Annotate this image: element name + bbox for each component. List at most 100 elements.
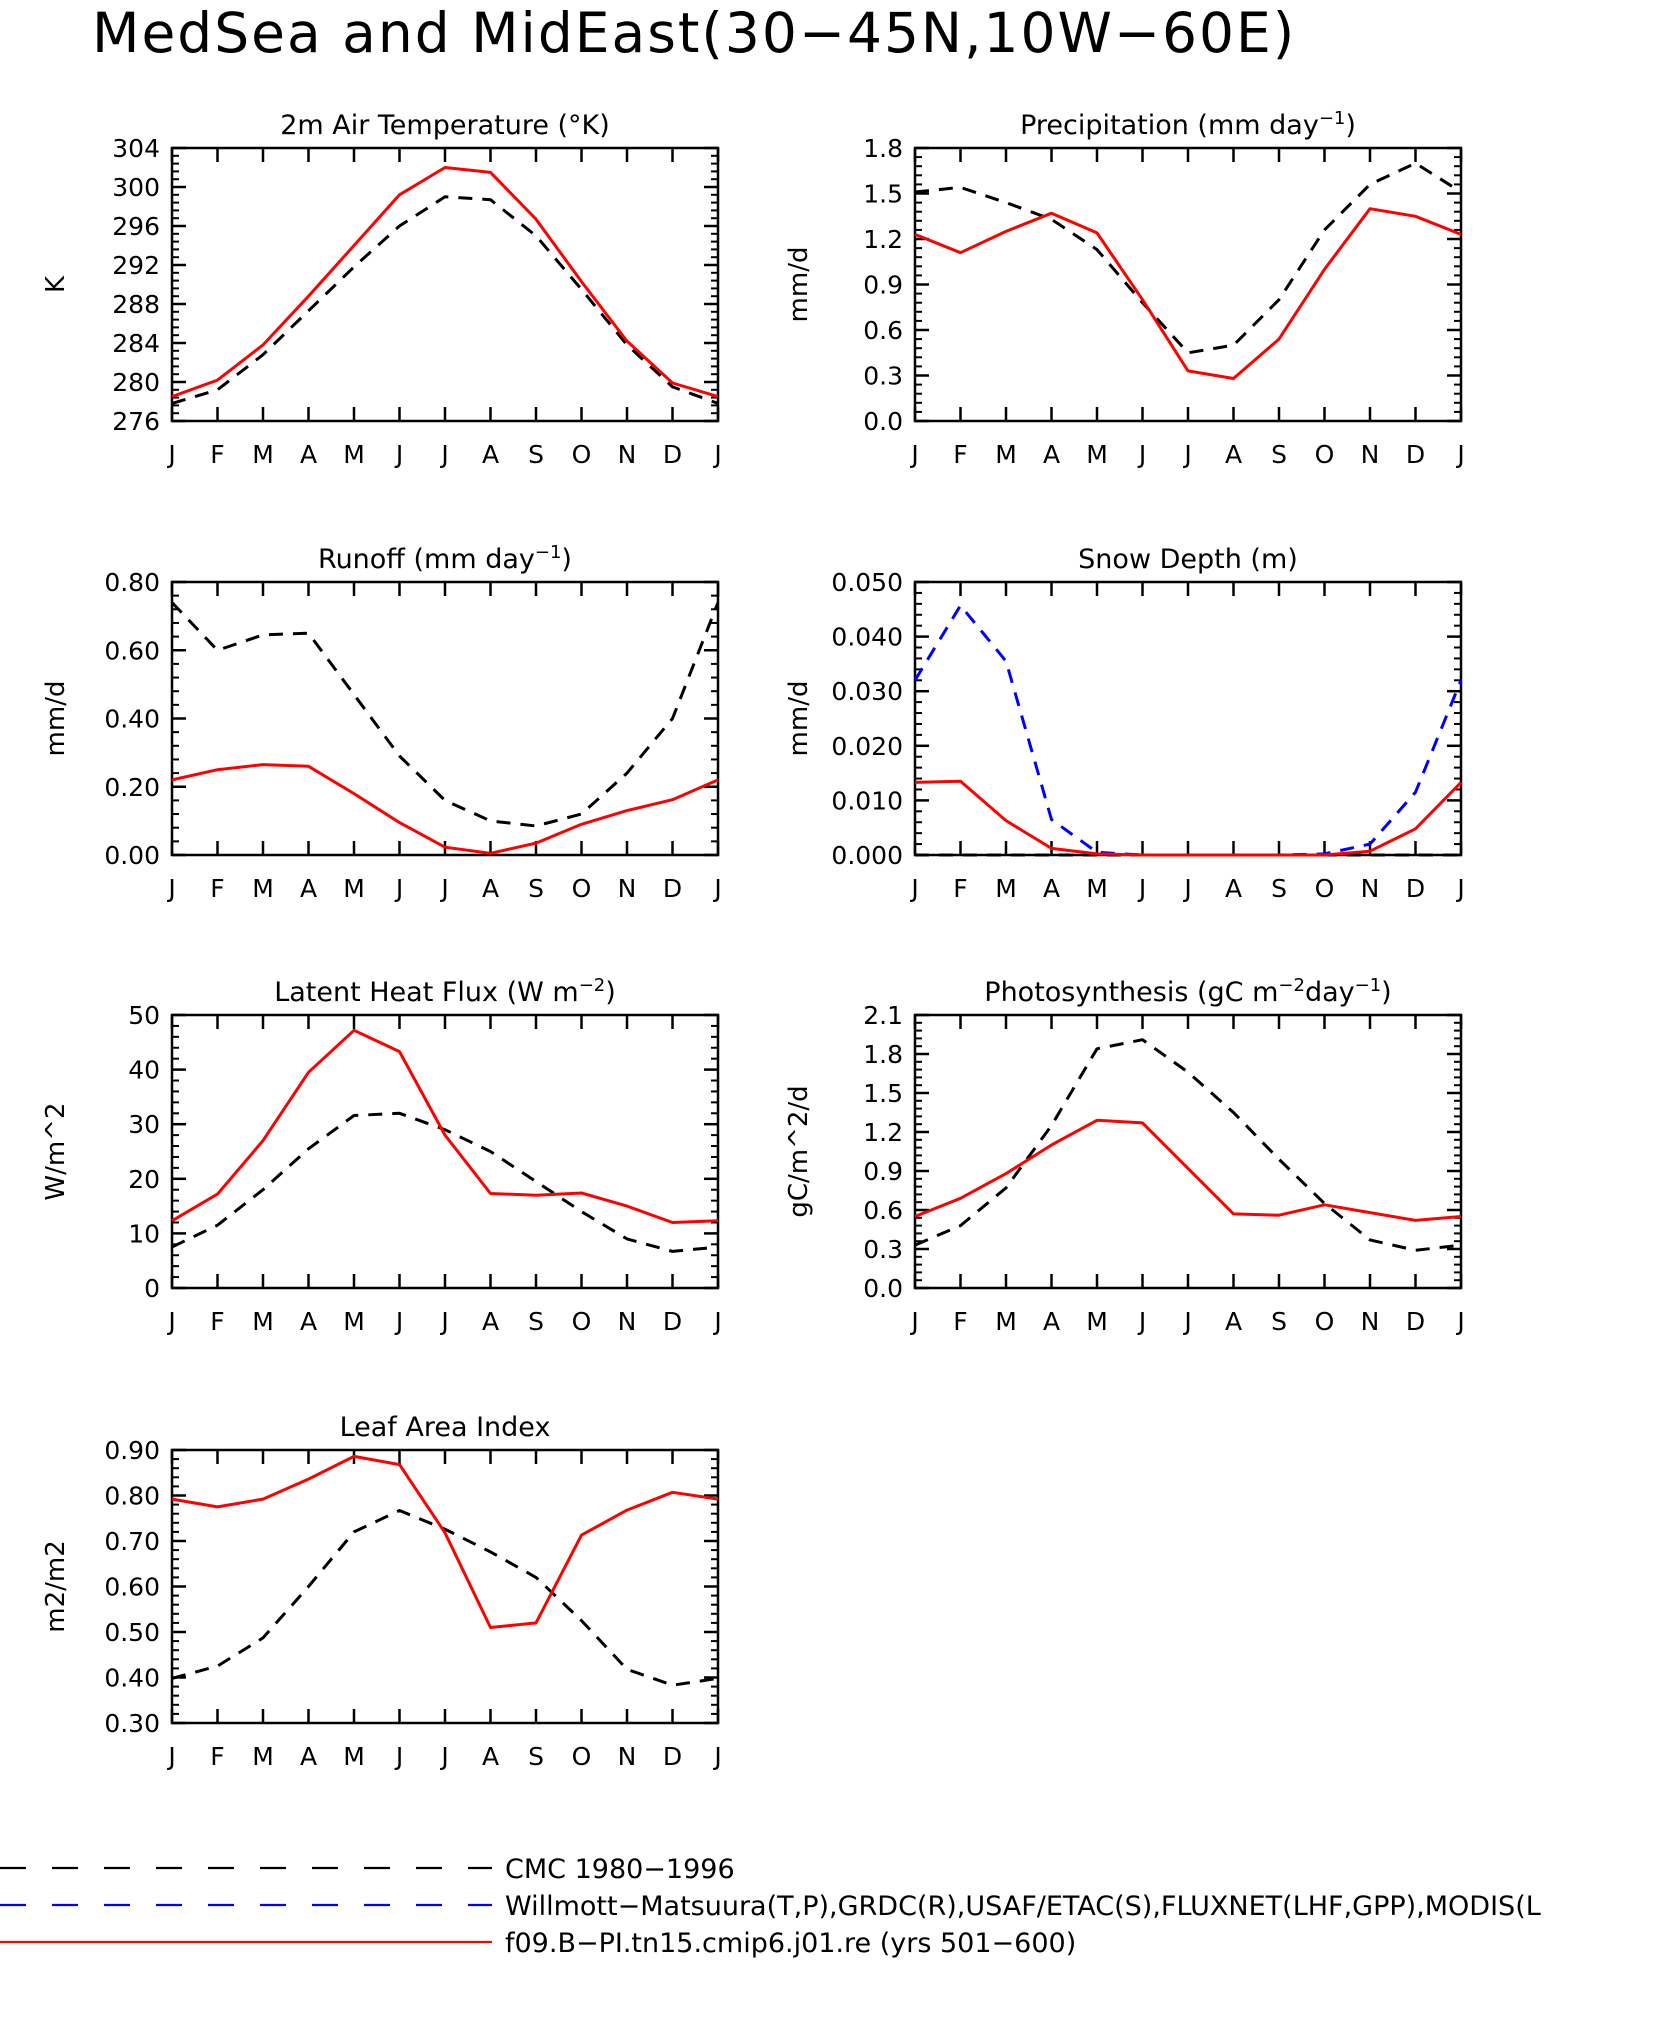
x-tick-label: S: [528, 440, 544, 469]
y-tick-label: 292: [112, 251, 160, 280]
x-tick-label: J: [394, 1742, 403, 1771]
y-tick-label: 0.30: [104, 1709, 160, 1738]
chart-panel-1: 2m Air Temperature (°K) 276 280 284 288 292 29…: [41, 110, 722, 469]
x-tick-label: J: [439, 1307, 448, 1336]
x-tick-label: A: [300, 1742, 317, 1771]
x-tick-label: S: [528, 1307, 544, 1336]
chart-panel-5: Latent Heat Flux (W m−2​)01020304050JFMA…: [41, 975, 722, 1336]
x-tick-label: S: [1271, 440, 1287, 469]
x-tick-label: J: [909, 440, 918, 469]
y-tick-label: 296: [112, 212, 160, 241]
chart-panel-3: Runoff (mm day−1​) 0.00 0.20 0.40 0.60 0.80 J F…: [41, 542, 722, 903]
x-tick-label: S: [528, 1742, 544, 1771]
legend-label: CMC 1980−1996: [505, 1854, 735, 1885]
x-tick-label: J: [909, 874, 918, 903]
y-tick-label: 0.9: [863, 271, 903, 300]
x-tick-label: N: [1361, 874, 1380, 903]
x-tick-label: O: [572, 874, 592, 903]
x-tick-label: A: [300, 874, 317, 903]
y-tick-label: 288: [112, 290, 160, 319]
y-tick-label: 1.8: [863, 134, 903, 163]
series-line: [171, 1028, 719, 1224]
series-line: [913, 604, 1463, 857]
x-tick-label: J: [1137, 440, 1146, 469]
x-tick-label: O: [572, 1742, 592, 1771]
y-tick-label: 0.40: [104, 705, 160, 734]
series-line: [171, 1454, 719, 1629]
y-tick-label: 50: [128, 1001, 160, 1030]
y-axis-label: mm/d: [784, 681, 814, 757]
y-axis-label: K: [41, 275, 71, 293]
x-tick-label: J: [166, 874, 175, 903]
series-line: [171, 166, 719, 399]
y-tick-label: 0.050: [831, 568, 903, 597]
y-tick-label: 0.50: [104, 1618, 160, 1647]
y-tick-label: 0.020: [831, 732, 903, 761]
y-tick-label: 0.0: [863, 1274, 903, 1303]
x-tick-label: J: [712, 1742, 721, 1771]
x-tick-label: M: [343, 874, 365, 903]
panel-title: Snow Depth (m): [1078, 544, 1298, 575]
x-tick-label: A: [1225, 874, 1242, 903]
x-tick-label: O: [1315, 874, 1335, 903]
x-tick-label: J: [166, 440, 175, 469]
series-line: [914, 779, 1463, 857]
y-tick-label: 0.60: [104, 636, 160, 665]
x-tick-label: J: [394, 1307, 403, 1336]
x-tick-label: N: [1361, 440, 1380, 469]
legend-label: Willmott−Matsuura(T,P),GRDC(R),USAF/ETAC…: [505, 1891, 1541, 1922]
y-tick-label: 0.000: [831, 841, 903, 870]
y-tick-label: 0.60: [104, 1573, 160, 1602]
y-tick-label: 1.5: [863, 180, 903, 209]
x-tick-label: J: [166, 1742, 175, 1771]
panel-title: Photosynthesis (gC m−2​day−1​): [984, 975, 1391, 1008]
series-line: [914, 1118, 1462, 1222]
x-tick-label: A: [482, 440, 499, 469]
x-tick-label: J: [1455, 874, 1464, 903]
x-tick-label: F: [210, 1307, 224, 1336]
x-tick-label: M: [252, 440, 274, 469]
y-tick-label: 1.5: [863, 1079, 903, 1108]
x-tick-label: D: [663, 1742, 682, 1771]
x-tick-label: J: [394, 874, 403, 903]
y-tick-label: 0.010: [831, 786, 903, 815]
x-tick-label: F: [953, 440, 967, 469]
x-tick-label: M: [1086, 874, 1108, 903]
chart-panel-7: Leaf Area Index 0.30 0.40 0.50 0.60 0.70 0.80 0…: [41, 1412, 722, 1771]
x-tick-label: M: [995, 874, 1017, 903]
chart-panel-2: Precipitation (mm day−1​) 0.0 0.3 0.6 0.9 1.2…: [784, 108, 1465, 469]
x-tick-label: S: [1271, 1307, 1287, 1336]
x-tick-label: M: [252, 1742, 274, 1771]
x-tick-label: O: [572, 1307, 592, 1336]
series-line: [914, 1038, 1462, 1252]
x-tick-label: O: [1315, 1307, 1335, 1336]
x-tick-label: J: [439, 1742, 448, 1771]
panel-title: Latent Heat Flux (W m−2​): [274, 975, 616, 1008]
x-tick-label: A: [1225, 440, 1242, 469]
x-tick-label: J: [1182, 874, 1191, 903]
legend-label: f09.B−PI.tn15.cmip6.j01.re (yrs 501−600): [505, 1928, 1076, 1959]
x-tick-label: J: [712, 440, 721, 469]
x-tick-label: J: [166, 1307, 175, 1336]
x-tick-label: A: [1043, 1307, 1060, 1336]
y-tick-label: 0.040: [831, 623, 903, 652]
plot-frame: [913, 146, 1463, 423]
y-tick-label: 0.80: [104, 568, 160, 597]
x-tick-label: J: [1137, 874, 1146, 903]
x-tick-label: J: [909, 1307, 918, 1336]
x-tick-label: J: [394, 440, 403, 469]
y-tick-label: 1.2: [863, 1118, 903, 1147]
x-tick-label: N: [618, 1307, 637, 1336]
x-tick-label: F: [953, 1307, 967, 1336]
x-tick-label: J: [1455, 1307, 1464, 1336]
x-tick-label: D: [1406, 440, 1425, 469]
series-line: [914, 207, 1462, 380]
chart-panel-4: Snow Depth (m) 0.000 0.010 0.020 0.030 0.040 0…: [784, 544, 1465, 903]
x-tick-label: S: [528, 874, 544, 903]
x-tick-label: S: [1271, 874, 1287, 903]
x-tick-label: D: [663, 1307, 682, 1336]
y-tick-label: 1.2: [863, 225, 903, 254]
x-tick-label: J: [439, 440, 448, 469]
y-tick-label: 0.40: [104, 1664, 160, 1693]
